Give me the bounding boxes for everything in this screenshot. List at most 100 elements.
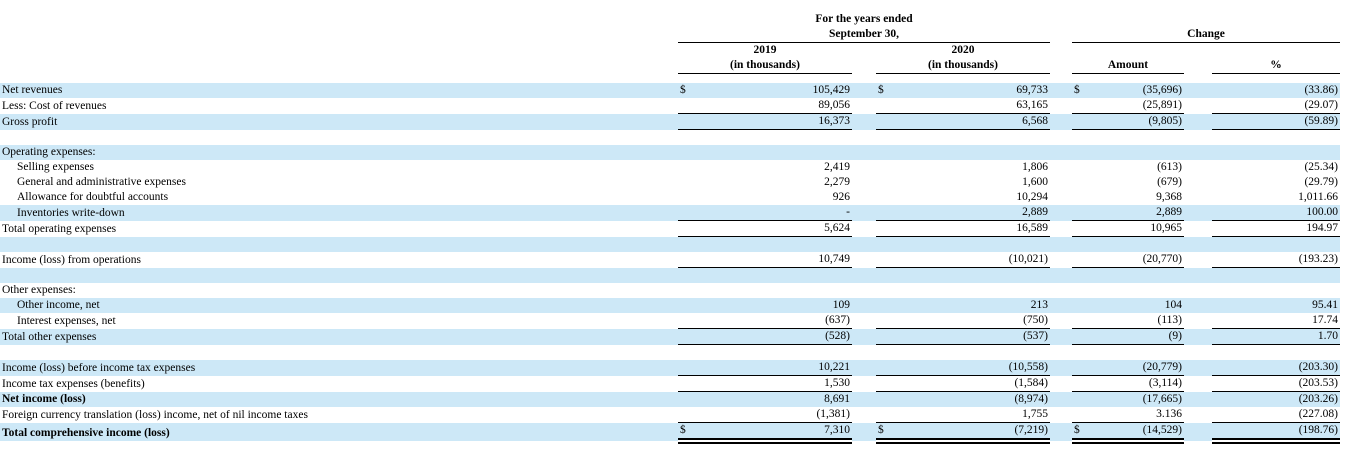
table-row: General and administrative expenses 2,279… xyxy=(0,175,1340,190)
value-2019: 7,310 xyxy=(706,422,852,444)
column-gap xyxy=(852,328,876,345)
value-change-amount xyxy=(1098,236,1184,252)
currency-symbol-change-amount xyxy=(1072,220,1098,237)
column-gap xyxy=(852,145,876,160)
column-gap xyxy=(852,190,876,205)
currency-symbol-2020 xyxy=(876,98,904,114)
column-gap xyxy=(852,252,876,268)
value-2019: 10,749 xyxy=(706,252,852,268)
value-2019 xyxy=(706,145,852,160)
column-gap xyxy=(1050,328,1072,345)
value-2020 xyxy=(904,130,1050,146)
value-change-amount: (9,805) xyxy=(1098,113,1184,130)
currency-symbol-change-amount xyxy=(1072,375,1098,392)
column-gap xyxy=(1184,298,1212,313)
value-2019: (528) xyxy=(706,328,852,345)
value-2019: - xyxy=(706,205,852,221)
row-label: Total operating expenses xyxy=(2,222,117,235)
value-change-percent: (29.07) xyxy=(1212,98,1340,114)
currency-symbol-2019 xyxy=(678,236,706,252)
spacer-row xyxy=(0,74,1340,84)
table-row: Income (loss) from operations 10,749 (10,0… xyxy=(0,252,1340,268)
table-row: Net revenues $105,429 $69,733 $ (35,696) (33.… xyxy=(0,83,1340,98)
column-gap xyxy=(1050,391,1072,407)
currency-symbol-2019 xyxy=(678,313,706,329)
currency-symbol-change-amount xyxy=(1072,175,1098,190)
currency-symbol-2020 xyxy=(876,267,904,283)
spacer-cell xyxy=(1072,12,1340,27)
units-2019-header: (in thousands) xyxy=(678,58,852,74)
value-2019: 1,530 xyxy=(706,375,852,392)
column-gap xyxy=(1184,267,1212,283)
column-gap xyxy=(1050,407,1072,423)
spacer-cell xyxy=(1184,43,1212,59)
column-gap xyxy=(1050,190,1072,205)
value-2020 xyxy=(904,145,1050,160)
value-change-percent: (25.34) xyxy=(1304,161,1338,173)
value-change-amount xyxy=(1098,130,1184,146)
table-body: Net revenues $105,429 $69,733 $ (35,696) (33.… xyxy=(0,83,1340,444)
spacer-cell xyxy=(852,43,876,59)
table-row: Income (loss) before income tax expenses… xyxy=(0,360,1340,376)
row-label: Total comprehensive income (loss) xyxy=(0,422,678,441)
column-gap xyxy=(1184,376,1212,392)
value-change-amount: (20,779) xyxy=(1098,360,1184,376)
table-row: Interest expenses, net (637) (750) (113) 17.… xyxy=(0,313,1340,329)
column-gap xyxy=(852,83,876,98)
spacer-row xyxy=(0,0,1340,12)
column-gap xyxy=(1184,283,1212,298)
value-change-amount xyxy=(1098,267,1184,283)
currency-symbol-2019 xyxy=(678,190,706,205)
currency-symbol-change-amount xyxy=(1072,345,1098,361)
currency-symbol-change-amount: $ xyxy=(1072,83,1098,98)
currency-symbol-2019 xyxy=(678,283,706,298)
table-row: Income tax expenses (benefits) 1,530 (1,58… xyxy=(0,375,1340,392)
value-2020: (8,974) xyxy=(904,391,1050,407)
spacer-cell xyxy=(1050,27,1072,43)
value-2020: (1,584) xyxy=(904,375,1050,392)
value-change-percent xyxy=(1212,145,1340,160)
value-change-percent: 100.00 xyxy=(1212,205,1340,221)
currency-symbol-2019 xyxy=(678,298,706,313)
spacer-cell xyxy=(1050,43,1072,59)
column-gap xyxy=(1184,145,1212,160)
value-change-percent xyxy=(1212,345,1340,361)
header-row-years-ended-2: September 30, Change xyxy=(0,27,1340,43)
value-change-percent: (203.26) xyxy=(1212,391,1340,407)
financial-statement-table: For the years ended September 30, Change… xyxy=(0,0,1340,444)
column-gap xyxy=(852,298,876,313)
currency-symbol-change-amount xyxy=(1072,252,1098,268)
column-gap xyxy=(852,376,876,392)
value-change-percent: (193.23) xyxy=(1212,252,1340,268)
value-change-percent xyxy=(1212,283,1340,298)
currency-symbol-2020 xyxy=(876,328,904,345)
value-2019: 109 xyxy=(706,298,852,313)
row-label: Less: Cost of revenues xyxy=(2,99,107,112)
currency-symbol-change-amount xyxy=(1072,98,1098,114)
amount-header: Amount xyxy=(1072,58,1184,74)
currency-symbol-change-amount xyxy=(1072,298,1098,313)
column-gap xyxy=(852,113,876,130)
currency-symbol-2019 xyxy=(678,220,706,237)
table-row: Selling expenses 2,419 1,806 (613) (25.34) xyxy=(0,160,1340,175)
column-gap xyxy=(1050,160,1072,175)
currency-symbol-2019: $ xyxy=(678,422,706,444)
value-2019: 5,624 xyxy=(706,220,852,237)
column-gap xyxy=(852,407,876,423)
value-change-percent: (227.08) xyxy=(1212,407,1340,423)
value-2020: (537) xyxy=(904,328,1050,345)
value-change-percent: (59.89) xyxy=(1212,113,1340,130)
row-label: Net revenues xyxy=(0,83,678,98)
table-row: Total comprehensive income (loss) $7,310 $… xyxy=(0,422,1340,444)
value-2019: 16,373 xyxy=(706,113,852,130)
column-gap xyxy=(1184,236,1212,252)
currency-symbol-2019 xyxy=(678,267,706,283)
value-change-amount xyxy=(1098,145,1184,160)
value-2020: 10,294 xyxy=(1016,191,1048,203)
currency-symbol-change-amount xyxy=(1072,328,1098,345)
column-gap xyxy=(1184,130,1212,146)
currency-symbol-change-amount xyxy=(1072,145,1098,160)
value-2020: 213 xyxy=(904,298,1050,313)
currency-symbol-change-amount xyxy=(1072,190,1098,205)
value-change-amount: (20,770) xyxy=(1098,252,1184,268)
